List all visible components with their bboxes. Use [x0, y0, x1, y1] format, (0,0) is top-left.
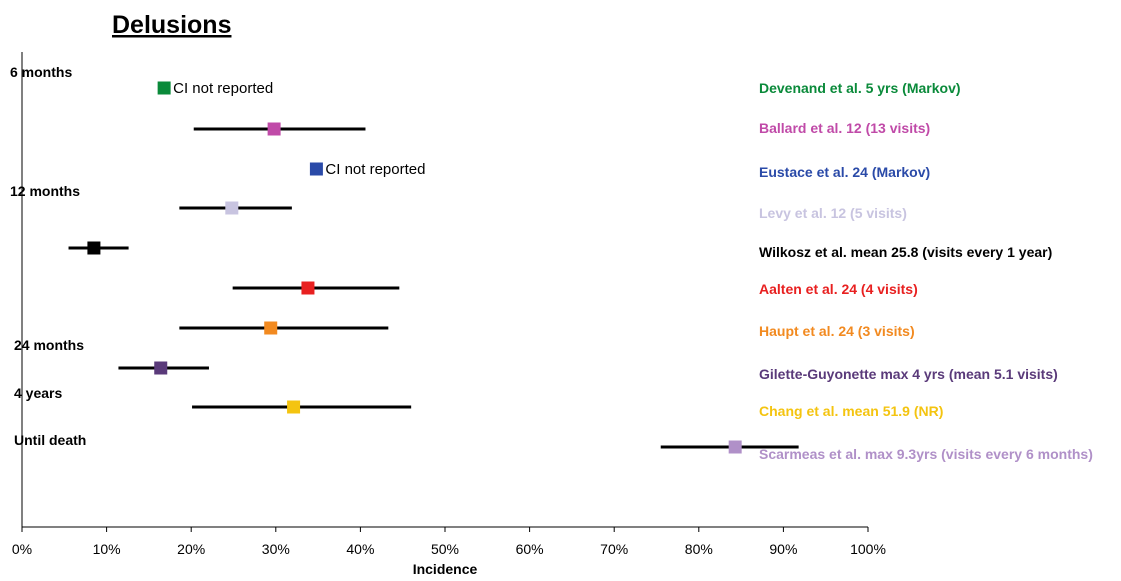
x-tick-label: 40%	[346, 541, 374, 557]
x-axis-label: Incidence	[413, 561, 478, 577]
point-estimate-marker	[301, 281, 315, 295]
row-label-4-years: 4 years	[14, 385, 62, 401]
point-estimate-marker	[87, 241, 101, 255]
chart-title: Delusions	[112, 11, 231, 39]
row-label-24-months: 24 months	[14, 337, 84, 353]
legend-entry: Aalten et al. 24 (4 visits)	[759, 281, 918, 297]
legend-entry: Eustace et al. 24 (Markov)	[759, 164, 930, 180]
point-estimate-marker	[264, 321, 278, 335]
legend-entry: Gilette-Guyonette max 4 yrs (mean 5.1 vi…	[759, 366, 1058, 382]
axes	[21, 52, 868, 528]
x-tick-label: 0%	[12, 541, 32, 557]
legend-entry: Wilkosz et al. mean 25.8 (visits every 1…	[759, 244, 1052, 260]
x-tick-label: 70%	[600, 541, 628, 557]
legend-entry: Scarmeas et al. max 9.3yrs (visits every…	[759, 446, 1093, 462]
x-tick-label: 90%	[769, 541, 797, 557]
legend-entry: Ballard et al. 12 (13 visits)	[759, 120, 930, 136]
x-tick-label: 80%	[685, 541, 713, 557]
x-tick-label: 50%	[431, 541, 459, 557]
x-tick-label: 60%	[516, 541, 544, 557]
x-tick-label: 10%	[93, 541, 121, 557]
point-estimate-marker	[287, 400, 301, 414]
point-estimate-marker	[157, 81, 171, 95]
point-estimate-marker	[154, 361, 168, 375]
point-estimate-marker	[309, 162, 323, 176]
legend-entry: Devenand et al. 5 yrs (Markov)	[759, 80, 961, 96]
x-tick-label: 100%	[850, 541, 886, 557]
point-estimate-marker	[728, 440, 742, 454]
row-label-6-months: 6 months	[10, 64, 72, 80]
legend-entry: Chang et al. mean 51.9 (NR)	[759, 403, 943, 419]
x-tick-label: 20%	[177, 541, 205, 557]
legend-entry: Levy et al. 12 (5 visits)	[759, 205, 907, 221]
x-tick-label: 30%	[262, 541, 290, 557]
legend-entry: Haupt et al. 24 (3 visits)	[759, 323, 915, 339]
point-estimate-marker	[267, 122, 281, 136]
row-label-until-death: Until death	[14, 432, 86, 448]
ci-not-reported-note: CI not reported	[325, 161, 425, 178]
point-estimate-marker	[225, 201, 239, 215]
row-label-12-months: 12 months	[10, 183, 80, 199]
ci-not-reported-note: CI not reported	[173, 80, 273, 97]
